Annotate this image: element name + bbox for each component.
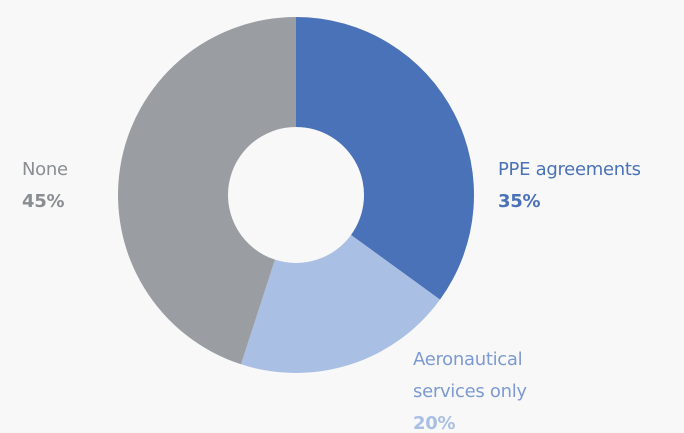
slice	[296, 17, 474, 300]
value-label: 35%	[498, 191, 541, 212]
slice-label: PPE agreements 35%	[498, 154, 678, 218]
category-label: Aeronautical services only	[413, 349, 527, 402]
slice	[117, 17, 296, 365]
value-label: 45%	[22, 191, 65, 212]
slice-label: Aeronautical services only 20%	[413, 344, 563, 433]
slice	[240, 234, 441, 373]
category-label: None	[22, 159, 68, 180]
value-label: 20%	[413, 413, 456, 433]
slice-label: None 45%	[22, 154, 112, 218]
category-label: PPE agreements	[498, 159, 641, 180]
